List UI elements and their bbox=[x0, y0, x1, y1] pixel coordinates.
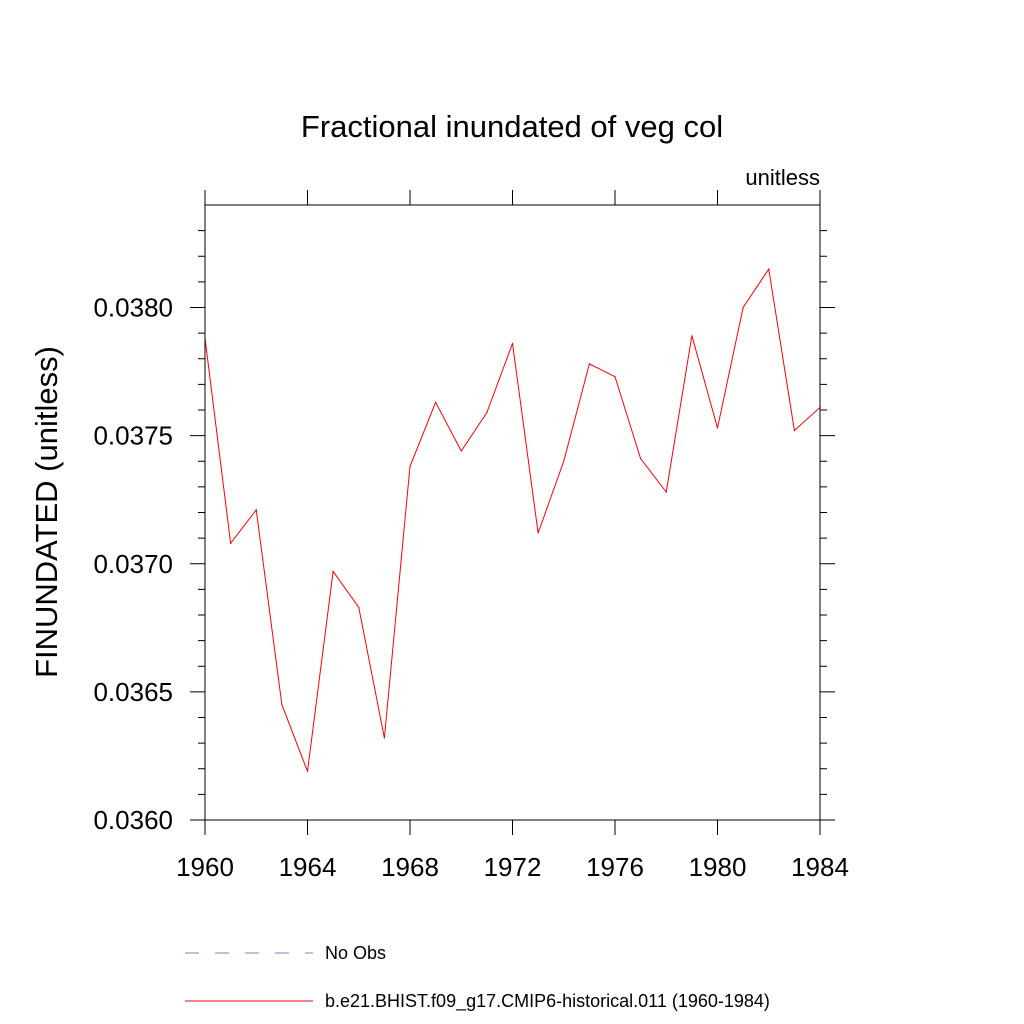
data-point bbox=[665, 491, 667, 493]
y-tick-label: 0.0375 bbox=[93, 421, 173, 451]
plot-frame bbox=[204, 204, 821, 821]
x-tick-label: 1960 bbox=[176, 852, 234, 882]
data-point bbox=[691, 335, 693, 337]
data-point bbox=[230, 542, 232, 544]
data-point bbox=[588, 363, 590, 365]
data-point bbox=[486, 411, 488, 414]
data-point bbox=[511, 342, 514, 344]
series-line-0 bbox=[204, 267, 821, 772]
x-tick-label: 1964 bbox=[279, 852, 337, 882]
data-point bbox=[383, 737, 385, 739]
data-point bbox=[563, 460, 565, 462]
units-label: unitless bbox=[745, 165, 820, 190]
data-point bbox=[281, 704, 283, 706]
data-point bbox=[768, 268, 770, 270]
data-point bbox=[793, 429, 795, 432]
y-tick-label: 0.0370 bbox=[93, 549, 173, 579]
data-point bbox=[716, 427, 719, 429]
x-tick-label: 1972 bbox=[484, 852, 542, 882]
legend-label-historical-011: b.e21.BHIST.f09_g17.CMIP6-historical.011… bbox=[325, 991, 770, 1012]
data-point bbox=[358, 606, 360, 608]
y-tick-labels: 0.0360 0.0365 0.0370 0.0375 0.0380 bbox=[93, 293, 173, 836]
data-point bbox=[409, 465, 411, 467]
data-point bbox=[306, 770, 309, 772]
legend-label-no-obs: No Obs bbox=[325, 943, 386, 963]
data-point bbox=[742, 306, 744, 309]
data-point bbox=[640, 458, 642, 460]
y-tick-label: 0.0380 bbox=[93, 293, 173, 323]
x-tick-label: 1968 bbox=[381, 852, 439, 882]
y-tick-label: 0.0365 bbox=[93, 677, 173, 707]
y-axis-label: FINUNDATED (unitless) bbox=[29, 346, 64, 678]
data-point bbox=[460, 450, 462, 452]
data-point bbox=[255, 509, 257, 511]
x-tick-label: 1984 bbox=[791, 852, 849, 882]
x-tick-labels: 1960 1964 1968 1972 1976 1980 1984 bbox=[176, 852, 849, 882]
data-point bbox=[435, 401, 437, 403]
y-tick-label: 0.0360 bbox=[93, 805, 173, 835]
series-layer bbox=[204, 267, 821, 772]
data-point bbox=[614, 376, 616, 378]
ticks-layer bbox=[190, 190, 835, 835]
legend: No Obs b.e21.BHIST.f09_g17.CMIP6-histori… bbox=[185, 943, 770, 1012]
x-tick-label: 1976 bbox=[586, 852, 644, 882]
x-tick-label: 1980 bbox=[689, 852, 747, 882]
data-point bbox=[332, 570, 334, 573]
chart-title: Fractional inundated of veg col bbox=[301, 109, 723, 144]
data-point bbox=[537, 532, 539, 534]
